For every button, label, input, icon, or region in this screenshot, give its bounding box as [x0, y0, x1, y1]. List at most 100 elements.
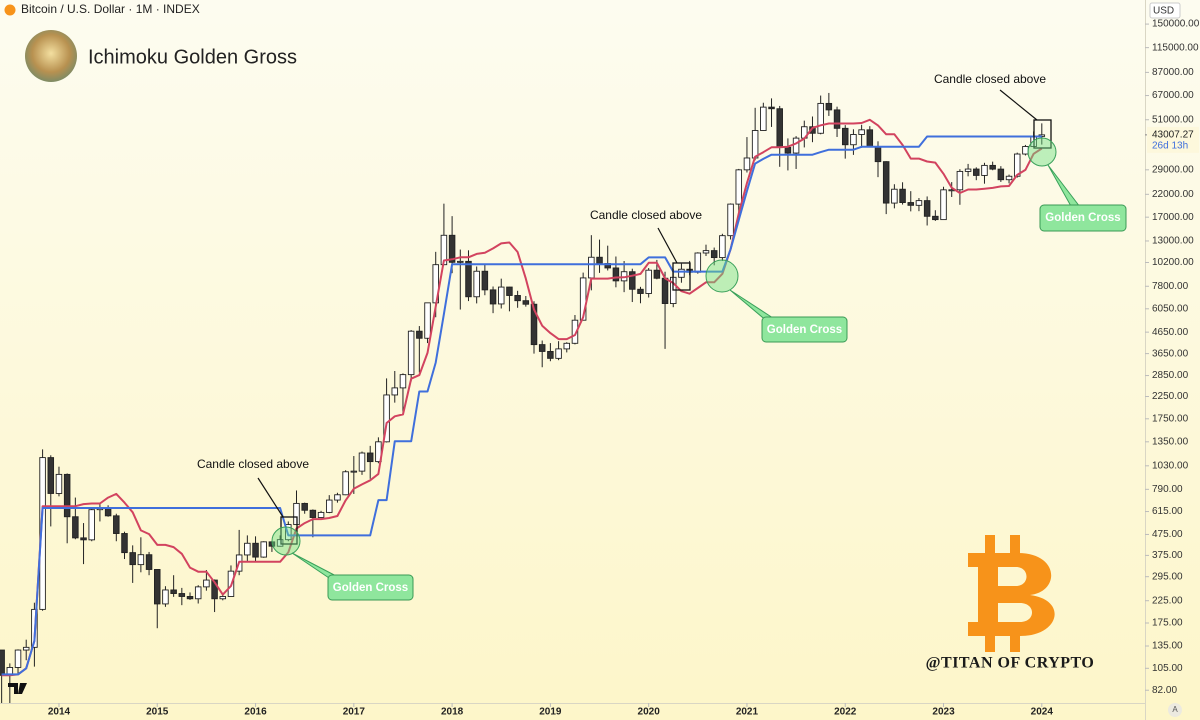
candle-body [80, 537, 87, 541]
candle-body [571, 319, 579, 344]
annotation-layer: Candle closed above Candle closed above … [197, 72, 1127, 601]
callout-label: Golden Cross [767, 324, 842, 336]
y-tick-label: 13000.00 [1152, 236, 1194, 247]
x-tick-label: 2022 [834, 707, 857, 718]
candle-body [694, 252, 702, 273]
x-tick-label: 2024 [1031, 707, 1054, 718]
candle-body [39, 457, 46, 610]
candle-body [424, 302, 431, 339]
x-tick-label: 2023 [932, 707, 955, 718]
candle-body [342, 471, 349, 496]
candle-body [563, 342, 571, 350]
y-tick-label: 17000.00 [1152, 212, 1194, 223]
candle-body [309, 509, 317, 518]
candle-body [743, 157, 751, 171]
candle-body [735, 169, 743, 205]
candle-body [55, 473, 63, 494]
y-tick-label: 6050.00 [1152, 303, 1189, 314]
candle-body [325, 499, 333, 513]
candle-body [964, 168, 972, 172]
candle-body [858, 129, 865, 135]
annotation-arrow [999, 89, 1038, 121]
candle-body [629, 271, 636, 290]
candle-body [145, 554, 153, 570]
candle-body [907, 202, 915, 206]
candle-body [547, 351, 554, 359]
candle-body [923, 200, 931, 217]
plot-area [0, 92, 1046, 703]
candle-body [702, 250, 710, 254]
candle-body [473, 270, 480, 298]
logo-part [1010, 535, 1020, 555]
candle-body [653, 269, 661, 279]
x-tick-label: 2020 [638, 707, 661, 718]
last-price: 43007.27 [1152, 130, 1194, 141]
x-tick-label: 2015 [146, 707, 169, 718]
y-tick-label: 115000.00 [1152, 42, 1199, 53]
y-tick-label: 295.00 [1152, 571, 1183, 582]
candle-body [727, 203, 734, 237]
scale-button-label[interactable]: A [1172, 705, 1178, 714]
candle-body [1022, 146, 1029, 155]
x-tick-label: 2018 [441, 707, 464, 718]
y-tick-label: 105.00 [1152, 663, 1183, 674]
currency-button[interactable] [1149, 2, 1181, 19]
candle-body [817, 102, 824, 134]
currency[interactable]: USD [1153, 6, 1174, 17]
candle-body [194, 586, 202, 600]
y-tick-label: 615.00 [1152, 506, 1183, 517]
candle-body [88, 509, 95, 541]
symbol-icon [4, 4, 16, 16]
y-tick-label: 51000.00 [1152, 114, 1194, 125]
x-tick-label: 2016 [244, 707, 267, 718]
candle-body [457, 260, 464, 263]
candle-body [137, 554, 145, 566]
candle-body [358, 452, 366, 472]
candle-body [1005, 175, 1013, 181]
cross-circle [705, 259, 739, 293]
candle-body [850, 134, 857, 146]
candle-body [178, 593, 186, 597]
candle-body [776, 108, 783, 148]
indicator-line [1, 135, 1042, 676]
candle-body [833, 109, 841, 129]
candle-body [276, 539, 284, 547]
candle-body [768, 106, 775, 110]
annotation: Candle closed above [590, 208, 702, 222]
y-tick-label: 175.00 [1152, 618, 1183, 629]
y-tick-label: 135.00 [1152, 641, 1183, 652]
candle-body [792, 137, 800, 154]
candle-body [391, 387, 399, 396]
candle-body [710, 250, 718, 259]
candle-body [22, 646, 30, 651]
candle-body [170, 589, 177, 594]
annotation-arrow [657, 227, 678, 264]
callout-box [761, 316, 848, 343]
candle-body [489, 289, 497, 305]
scale-button[interactable] [1168, 703, 1182, 717]
x-tick-label: 2021 [736, 707, 759, 718]
y-tick-label: 7800.00 [1152, 281, 1189, 292]
y-tick-label: 475.00 [1152, 529, 1183, 540]
candle-body [522, 300, 530, 305]
candle-body [260, 541, 267, 558]
candle-body [129, 552, 136, 566]
callout-box [327, 574, 414, 601]
candle-body [104, 507, 112, 517]
candle-body [301, 502, 308, 511]
candle-body [252, 542, 259, 558]
bitcoin-logo [968, 535, 1055, 652]
candle-body [538, 344, 546, 352]
candle-body [874, 146, 882, 163]
candle-body [956, 170, 964, 191]
candle-body [399, 374, 407, 389]
callout-label: Golden Cross [1045, 212, 1120, 224]
candle-body [784, 146, 792, 154]
candle-body [997, 168, 1005, 181]
candle-body [72, 516, 79, 539]
candle-body [154, 569, 161, 605]
annotation: Candle closed above [197, 457, 309, 471]
candle-body [186, 596, 194, 600]
